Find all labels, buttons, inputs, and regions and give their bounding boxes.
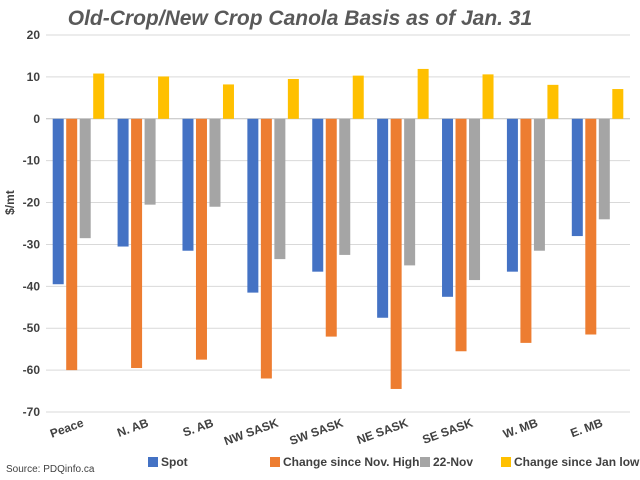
category-label: N. AB — [115, 416, 150, 440]
y-tick-label: -70 — [23, 405, 41, 419]
y-tick-label: -40 — [23, 279, 41, 293]
bar-change-since-jan-low-s-ab — [222, 84, 234, 119]
bar-22-nov-s-ab — [209, 118, 221, 207]
bar-change-since-nov-high-e-mb — [585, 118, 597, 335]
bar-change-since-nov-high-peace — [66, 118, 78, 371]
bar-spot-nw-sask — [247, 118, 259, 293]
legend-label: Spot — [161, 455, 188, 469]
bar-spot-se-sask — [442, 118, 454, 297]
category-label: E. MB — [568, 416, 604, 441]
bar-spot-e-mb — [571, 118, 583, 237]
y-tick-label: 10 — [27, 70, 41, 84]
bar-change-since-jan-low-peace — [93, 73, 105, 119]
y-tick-label: 20 — [27, 28, 41, 42]
bar-22-nov-sw-sask — [339, 118, 351, 255]
chart-title: Old-Crop/New Crop Canola Basis as of Jan… — [68, 7, 532, 30]
bar-22-nov-e-mb — [598, 118, 610, 220]
bar-change-since-nov-high-s-ab — [195, 118, 207, 360]
bar-22-nov-nw-sask — [274, 118, 286, 260]
y-tick-label: -50 — [23, 321, 41, 335]
bar-spot-ne-sask — [377, 118, 389, 318]
bar-change-since-jan-low-sw-sask — [352, 75, 364, 119]
legend: Spot Change since Nov. High 22-Nov Change s… — [148, 455, 640, 469]
legend-swatch — [148, 457, 158, 467]
legend-label: 22-Nov — [433, 455, 473, 469]
bar-change-since-jan-low-w-mb — [547, 84, 559, 119]
legend-label: Change since Jan low — [514, 455, 640, 469]
y-tick-label: -10 — [23, 154, 41, 168]
bar-change-since-nov-high-nw-sask — [260, 118, 272, 379]
category-label: S. AB — [181, 416, 216, 440]
bar-change-since-jan-low-se-sask — [482, 74, 494, 119]
legend-swatch — [270, 457, 280, 467]
bar-22-nov-peace — [79, 118, 91, 239]
bar-change-since-jan-low-ne-sask — [417, 68, 429, 119]
legend-swatch — [420, 457, 430, 467]
bar-spot-peace — [52, 118, 64, 285]
bar-22-nov-se-sask — [469, 118, 481, 281]
category-label: Peace — [48, 416, 86, 441]
bar-change-since-nov-high-sw-sask — [325, 118, 337, 337]
bar-22-nov-ne-sask — [404, 118, 416, 266]
bar-spot-n-ab — [117, 118, 129, 247]
y-axis-ticks: -70 -60 -50 -40 -30 -20 -10 0 10 20 — [23, 28, 41, 419]
legend-label: Change since Nov. High — [283, 455, 419, 469]
bar-change-since-nov-high-ne-sask — [390, 118, 402, 389]
gridlines — [46, 34, 630, 413]
bar-change-since-nov-high-se-sask — [455, 118, 467, 352]
source-note: Source: PDQinfo.ca — [6, 464, 95, 475]
bar-spot-sw-sask — [312, 118, 324, 272]
category-label: SE SASK — [421, 416, 476, 447]
bar-22-nov-w-mb — [533, 118, 545, 251]
bar-spot-w-mb — [506, 118, 518, 272]
legend-swatch — [501, 457, 511, 467]
category-label: NE SASK — [355, 416, 410, 448]
y-axis-label: $/mt — [3, 190, 17, 215]
bar-change-since-jan-low-n-ab — [158, 76, 170, 119]
bar-change-since-jan-low-nw-sask — [287, 78, 299, 119]
y-tick-label: 0 — [33, 112, 40, 126]
bar-22-nov-n-ab — [144, 118, 156, 205]
bar-change-since-jan-low-e-mb — [612, 89, 624, 119]
y-tick-label: -60 — [23, 363, 41, 377]
category-labels: Peace N. AB S. AB NW SASK SW SASK NE SASK SE S… — [48, 416, 605, 449]
bar-change-since-nov-high-n-ab — [131, 118, 143, 369]
bars — [52, 68, 624, 389]
category-label: W. MB — [501, 416, 540, 442]
y-tick-label: -30 — [23, 237, 41, 251]
y-tick-label: -20 — [23, 196, 41, 210]
bar-change-since-nov-high-w-mb — [520, 118, 532, 343]
bar-spot-s-ab — [182, 118, 194, 251]
category-label: SW SASK — [288, 416, 346, 448]
category-label: NW SASK — [222, 416, 280, 449]
